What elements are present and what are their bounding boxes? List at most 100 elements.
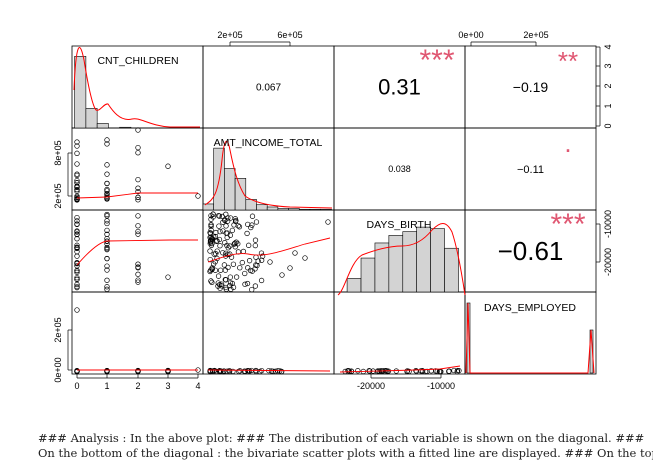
scatter-point-r3c2 (224, 234, 230, 241)
scatter-point-r3c2 (245, 265, 251, 271)
hist-bar-amt-income-total-12 (320, 208, 332, 211)
hist-bar-amt-income-total-4 (234, 178, 247, 211)
correlation-matrix-chart: CNT_CHILDREN AMT_INCOME_TOTAL DAYS_BIRTH DA… (53, 30, 613, 391)
scatter-point-r2c1 (135, 194, 141, 201)
corr-value-amt-income-total-days-birth: 0.038 (388, 164, 411, 174)
scatter-point-r3c2 (214, 238, 220, 244)
scatter-point-r3c2 (224, 218, 231, 224)
analysis-caption: ### Analysis : In the above plot: ### Th… (38, 431, 653, 461)
hist-bar-amt-income-total-8 (277, 208, 289, 211)
scatter-point-r2c1 (74, 139, 80, 145)
scatter-point-r3c1 (135, 277, 141, 283)
scatter-point-r3c2 (325, 219, 331, 225)
scatter-point-r4c1 (104, 367, 110, 374)
tick-label-right-r3-2: -20000 (603, 248, 613, 276)
scatter-point-r3c1 (104, 286, 110, 292)
scatter-point-r3c1 (74, 244, 80, 251)
hist-bar-amt-income-total-10 (298, 208, 311, 211)
scatter-point-r3c2 (235, 223, 241, 229)
scatter-point-r3c2 (249, 286, 255, 293)
scatter-point-r3c2 (242, 281, 248, 287)
scatter-point-r3c2 (240, 248, 247, 255)
scatter-point-r2c1 (135, 144, 141, 151)
scatter-point-r3c1 (74, 229, 80, 235)
scatter-point-r3c1 (74, 284, 80, 291)
scatter-point-r3c2 (223, 250, 229, 256)
scatter-point-r3c2 (215, 280, 221, 286)
panel-r3-c2 (202, 209, 335, 293)
scatter-point-r3c1 (104, 263, 110, 269)
panel-r4-c2 (202, 291, 335, 375)
scatter-point-r4c3 (393, 368, 399, 374)
diag-label-days-employed: DAYS_EMPLOYED (484, 302, 576, 314)
scatter-point-r3c2 (232, 216, 238, 222)
scatter-point-r3c2 (208, 223, 214, 230)
scatter-point-r3c2 (249, 268, 255, 274)
scatter-point-r3c1 (135, 279, 141, 285)
scatter-point-r3c2 (227, 274, 233, 280)
hist-bar-cnt-children-3 (96, 123, 109, 129)
corr-stars-amt-income-total-days-employed: . (564, 128, 571, 158)
diag-label-cnt-children: CNT_CHILDREN (97, 55, 178, 67)
scatter-point-r3c2 (225, 264, 231, 271)
scatter-point-r3c1 (165, 274, 171, 280)
smooth-line-r3c2 (207, 237, 331, 263)
scatter-point-r3c1 (74, 253, 80, 259)
panel-r4-c1 (71, 291, 204, 375)
scatter-point-r3c2 (208, 242, 215, 249)
scatter-point-r3c2 (222, 240, 228, 246)
scatter-point-r3c1 (74, 269, 80, 275)
hist-bar-days-birth-5 (402, 231, 417, 293)
scatter-point-r3c2 (237, 265, 243, 271)
scatter-point-r4c3 (424, 368, 430, 374)
scatter-point-r3c2 (232, 218, 239, 225)
tick-label-right-r1-4: 1 (603, 103, 613, 108)
corr-stars-days-birth-days-employed: *** (550, 208, 585, 241)
diag-label-amt-income-total: AMT_INCOME_TOTAL (214, 137, 323, 149)
scatter-point-r3c2 (209, 236, 215, 242)
scatter-point-r3c2 (227, 243, 233, 249)
scatter-point-r3c2 (223, 230, 229, 236)
scatter-point-r3c1 (135, 213, 141, 219)
scatter-point-r2c1 (165, 163, 171, 169)
scatter-point-r3c2 (209, 265, 215, 271)
scatter-point-r3c1 (135, 264, 141, 270)
scatter-point-r3c2 (232, 244, 238, 250)
scatter-point-r3c2 (207, 256, 213, 263)
scatter-point-r2c1 (104, 141, 110, 147)
scatter-point-r3c2 (252, 283, 259, 289)
scatter-point-r2c1 (195, 193, 201, 199)
scatter-point-r2c1 (135, 185, 141, 191)
scatter-point-r4c3 (345, 367, 351, 374)
panel-r4-c3 (333, 291, 466, 375)
tick-label-bottom-c1-3: 2 (135, 381, 140, 391)
smooth-line-r3c1 (76, 239, 198, 266)
scatter-point-r2c1 (74, 171, 80, 177)
scatter-point-r2c1 (74, 184, 80, 190)
scatter-point-r3c2 (239, 259, 245, 266)
hist-bar-cnt-children-5 (119, 126, 132, 129)
scatter-point-r3c2 (223, 211, 229, 217)
scatter-point-r4c2 (230, 368, 236, 374)
scatter-point-r3c2 (287, 265, 293, 271)
scatter-point-r3c2 (252, 237, 259, 243)
scatter-point-r4c3 (413, 368, 419, 374)
hist-bar-amt-income-total-11 (309, 208, 321, 211)
tick-label-top-c4-2: 2e+05 (523, 30, 548, 40)
scatter-point-r3c2 (220, 250, 226, 256)
scatter-point-r2c1 (135, 127, 141, 133)
scatter-point-r4c2 (242, 368, 248, 375)
scatter-point-r4c3 (446, 368, 452, 375)
corr-value-cnt-children-days-employed: −0.19 (513, 79, 549, 95)
scatter-point-r3c1 (74, 268, 80, 274)
scatter-point-r3c2 (249, 222, 255, 228)
density-days-employed (465, 302, 595, 374)
scatter-point-r4c2 (279, 368, 285, 375)
scatter-point-r3c1 (135, 231, 141, 237)
scatter-point-r3c1 (104, 218, 110, 224)
scatter-point-r3c2 (223, 286, 229, 292)
scatter-point-r3c2 (208, 227, 214, 233)
scatter-point-r3c2 (244, 280, 251, 287)
scatter-point-r2c1 (74, 143, 80, 149)
scatter-point-r3c1 (104, 247, 110, 253)
